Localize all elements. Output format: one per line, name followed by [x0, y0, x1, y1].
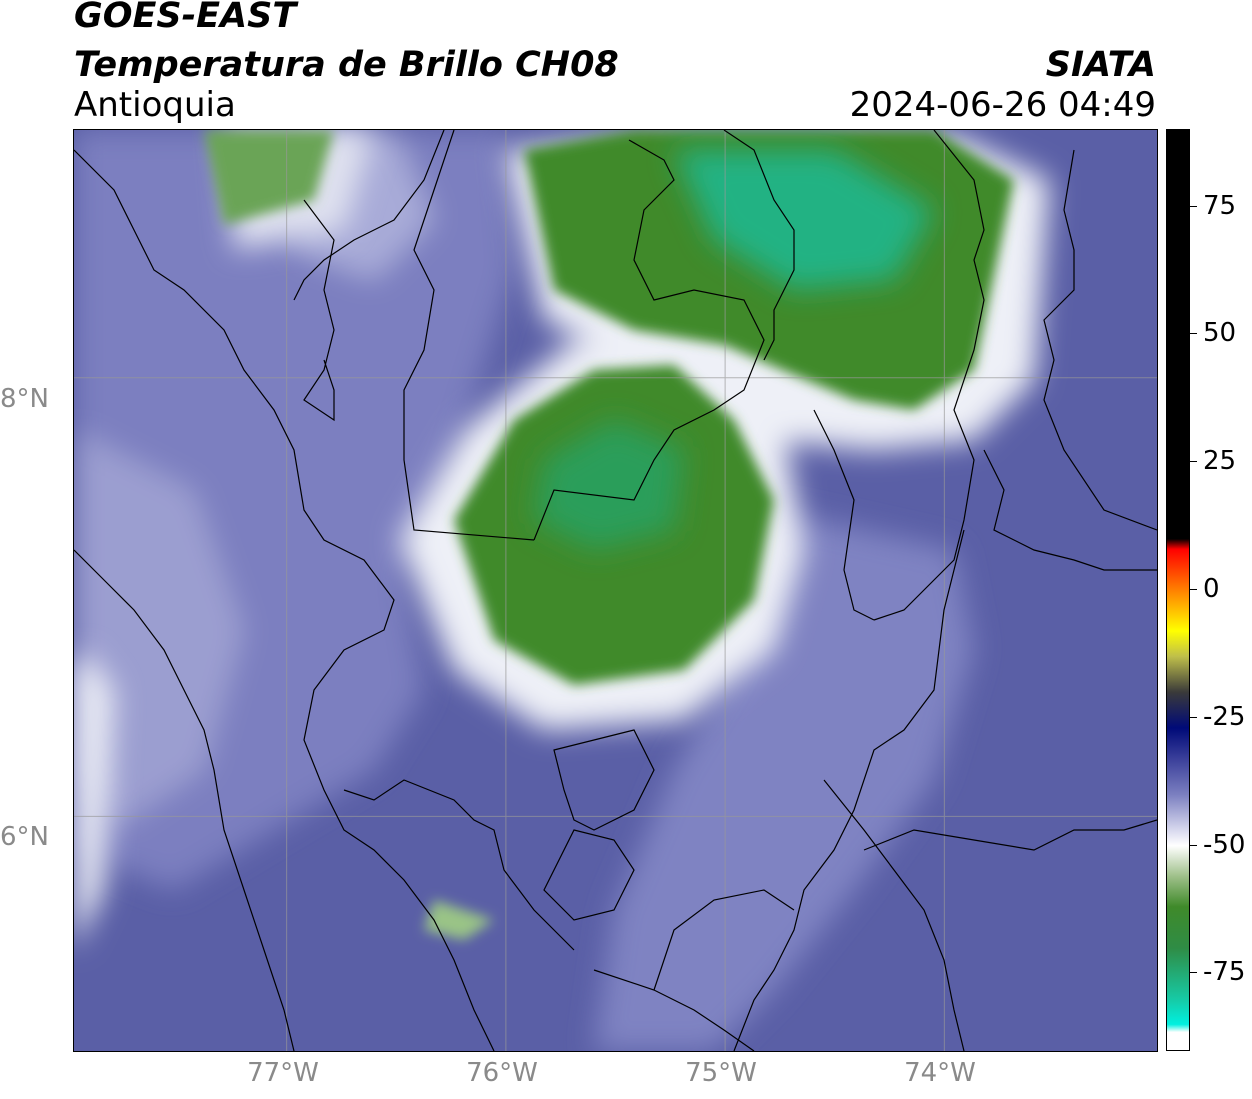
colorbar-tick-mark	[1189, 333, 1197, 335]
region-label: Antioquia	[74, 85, 236, 125]
graticule	[74, 130, 1157, 1051]
map-canvas	[74, 130, 1157, 1051]
lon-tick-label: 76°W	[466, 1058, 538, 1088]
brightness-temperature-map	[73, 129, 1158, 1052]
agency-label: SIATA	[1045, 45, 1156, 85]
colorbar-tick-label: -75	[1203, 957, 1246, 988]
colorbar-tick-label: 50	[1203, 318, 1237, 349]
timestamp-label: 2024-06-26 04:49	[849, 85, 1156, 125]
colorbar-tick-mark	[1189, 716, 1197, 718]
lat-tick-label: 6°N	[0, 822, 49, 852]
colorbar-tick-label: 0	[1203, 574, 1220, 604]
product-title: Temperatura de Brillo CH08	[74, 45, 619, 85]
cyan-coldest-cores	[534, 150, 934, 550]
colorbar-tick-label: 25	[1203, 446, 1237, 477]
colorbar-tick-mark	[1189, 205, 1197, 207]
mid-blue-cloud-field	[74, 130, 974, 1051]
lon-tick-label: 77°W	[247, 1058, 319, 1088]
borders	[74, 130, 1157, 1051]
lon-tick-label: 75°W	[685, 1058, 757, 1088]
colorbar-tick-mark	[1189, 461, 1197, 463]
lat-tick-label: 8°N	[0, 384, 49, 414]
satellite-title: GOES-EAST	[74, 0, 297, 36]
colorbar-tick-mark	[1189, 589, 1197, 590]
colorbar-tick-mark	[1189, 844, 1197, 846]
lon-tick-label: 74°W	[904, 1058, 976, 1088]
colorbar-tick-label: -50	[1203, 829, 1246, 860]
colorbar-tick-label: -25	[1203, 701, 1246, 732]
colorbar-tick-label: 75	[1203, 190, 1237, 221]
colorbar-tick-mark	[1189, 972, 1197, 974]
temperature-colorbar	[1166, 129, 1190, 1051]
